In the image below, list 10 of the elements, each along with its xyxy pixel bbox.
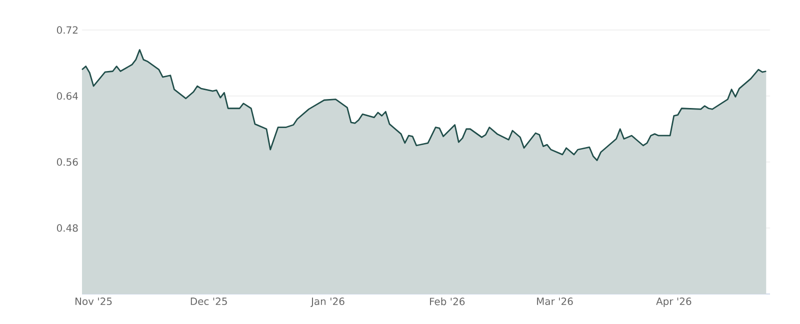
x-tick-label: Jan '26 bbox=[310, 298, 344, 307]
x-tick-label: Apr '26 bbox=[656, 298, 692, 307]
y-tick-label: 0.56 bbox=[56, 158, 78, 166]
x-tick-label: Dec '25 bbox=[190, 298, 227, 306]
y-tick-label: 0.64 bbox=[56, 92, 78, 100]
x-tick-label: Mar '26 bbox=[537, 298, 573, 306]
y-tick-label: 0.72 bbox=[56, 26, 78, 34]
y-tick-label: 0.48 bbox=[56, 224, 78, 232]
x-tick-label: Nov '25 bbox=[76, 298, 112, 306]
x-tick-label: Feb '26 bbox=[430, 298, 465, 306]
